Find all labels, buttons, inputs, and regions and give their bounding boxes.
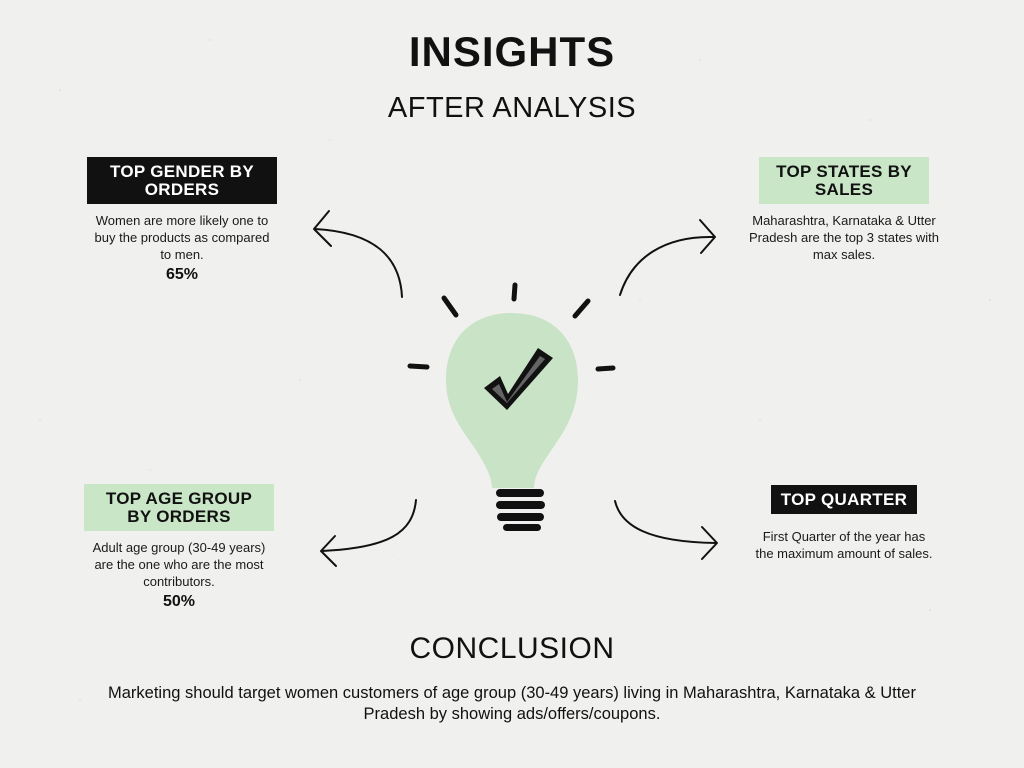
tag-top-quarter: TOP QUARTER — [770, 485, 918, 514]
tag-top-states: TOP STATES BY SALES — [759, 157, 929, 204]
conclusion-text: Marketing should target women customers … — [108, 684, 916, 723]
tag-top-gender: TOP GENDER BY ORDERS — [87, 157, 277, 204]
lightbulb-check-icon — [446, 313, 578, 531]
age-description: Adult age group (30-49 years) are the on… — [92, 540, 266, 589]
tag-top-age: TOP AGE GROUP BY ORDERS — [84, 484, 274, 531]
gender-description: Women are more likely one to buy the pro… — [94, 213, 270, 262]
card-top-quarter: TOP QUARTER First Quarter of the year ha… — [746, 485, 942, 562]
page-subtitle: AFTER ANALYSIS — [387, 92, 637, 124]
curved-arrow-icon — [313, 210, 718, 567]
page-title: INSIGHTS — [408, 28, 616, 75]
card-top-age: TOP AGE GROUP BY ORDERS Adult age group … — [76, 484, 282, 611]
card-top-states: TOP STATES BY SALES Maharashtra, Karnata… — [746, 157, 942, 263]
gender-percent: 65% — [165, 266, 199, 283]
age-percent: 50% — [162, 593, 196, 610]
light-rays-icon — [407, 282, 616, 372]
card-top-gender: TOP GENDER BY ORDERS Women are more like… — [82, 157, 282, 284]
conclusion-title: CONCLUSION — [409, 632, 615, 665]
quarter-description: First Quarter of the year has the maximu… — [755, 529, 933, 561]
states-description: Maharashtra, Karnataka & Utter Pradesh a… — [748, 213, 940, 262]
